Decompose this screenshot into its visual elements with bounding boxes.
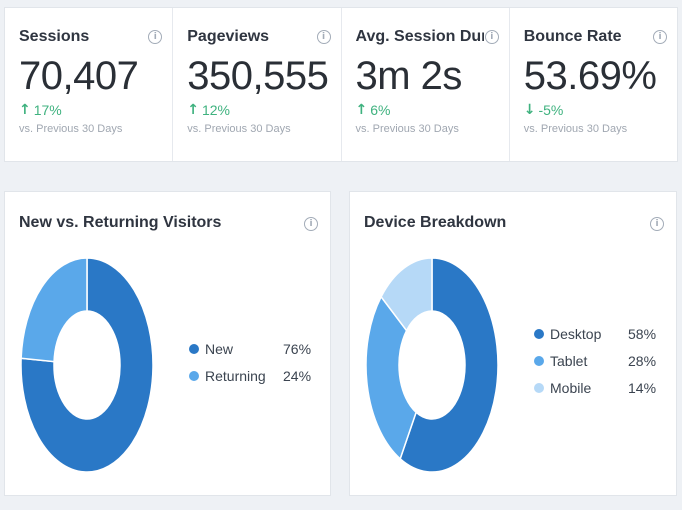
stat-change: ↑ 6%: [356, 102, 509, 118]
legend-percent: 58%: [628, 325, 657, 342]
stats-row: Sessions i 70,407 ↑ 17% vs. Previous 30 …: [4, 7, 678, 162]
donut-slice-desktop[interactable]: [399, 257, 499, 473]
stat-change-value: 6%: [370, 102, 391, 118]
devices-card: Device Breakdown i Desktop 58% Tablet 28…: [349, 191, 677, 496]
devices-legend: Desktop 58% Tablet 28% Mobile 14%: [534, 320, 657, 401]
legend-dot: [534, 382, 544, 393]
donut-slice-new[interactable]: [20, 257, 154, 473]
stat-change: ↑ 12%: [187, 102, 340, 118]
donut-slice-mobile[interactable]: [380, 257, 433, 332]
stat-change: ↑ 17%: [19, 102, 172, 118]
stat-avg-session-duration: Avg. Session Durat… i 3m 2s ↑ 6% vs. Pre…: [342, 8, 510, 161]
stat-compare: vs. Previous 30 Days: [523, 123, 628, 135]
stat-bounce-rate: Bounce Rate i 53.69% ↓ -5% vs. Previous …: [510, 8, 677, 161]
legend-percent: 76%: [283, 340, 312, 357]
info-icon[interactable]: i: [653, 30, 667, 44]
legend-percent: 28%: [628, 352, 657, 369]
visitors-card: New vs. Returning Visitors i New 76% Ret…: [4, 191, 331, 496]
legend-item: Tablet 28%: [534, 347, 657, 374]
card-title: New vs. Returning Visitors: [19, 214, 222, 231]
arrow-up-icon: ↑: [187, 102, 199, 118]
info-icon[interactable]: i: [484, 30, 499, 44]
arrow-down-icon: ↓: [523, 102, 536, 118]
stat-pageviews: Pageviews i 350,555 ↑ 12% vs. Previous 3…: [173, 8, 342, 161]
stat-compare: vs. Previous 30 Days: [187, 123, 291, 135]
info-icon[interactable]: i: [148, 30, 163, 44]
legend-item: New 76%: [189, 335, 312, 362]
legend-dot: [534, 328, 544, 339]
legend-item: Mobile 14%: [534, 374, 657, 401]
donut-slice-returning[interactable]: [20, 257, 88, 363]
arrow-up-icon: ↑: [355, 102, 368, 118]
stat-change: ↓ -5%: [524, 102, 677, 118]
stat-value: 3m 2s: [355, 54, 463, 98]
stat-value: 70,407: [19, 54, 139, 98]
legend-dot: [189, 343, 199, 354]
stat-change-value: -5%: [538, 102, 564, 118]
stat-value: 53.69%: [523, 54, 657, 98]
stat-label: Pageviews: [187, 28, 270, 45]
legend-label: Mobile: [550, 379, 592, 396]
stat-label: Avg. Session Durat…: [355, 28, 484, 45]
devices-donut: [365, 257, 499, 473]
stat-label: Sessions: [19, 28, 90, 45]
stat-change-value: 12%: [201, 102, 231, 118]
visitors-donut: [20, 257, 154, 473]
stat-value: 350,555: [187, 54, 329, 98]
legend-label: New: [205, 340, 234, 357]
stat-change-value: 17%: [33, 102, 62, 118]
legend-item: Desktop 58%: [534, 320, 657, 347]
legend-percent: 14%: [628, 379, 657, 396]
legend-dot: [534, 355, 544, 366]
legend-percent: 24%: [283, 367, 312, 384]
visitors-legend: New 76% Returning 24%: [189, 335, 312, 389]
card-title: Device Breakdown: [364, 214, 507, 231]
donut-slice-tablet[interactable]: [365, 295, 417, 461]
legend-item: Returning 24%: [189, 362, 312, 389]
info-icon[interactable]: i: [304, 217, 318, 231]
legend-label: Tablet: [550, 352, 588, 369]
stat-compare: vs. Previous 30 Days: [19, 123, 123, 135]
info-icon[interactable]: i: [316, 30, 331, 44]
stat-label: Bounce Rate: [523, 28, 622, 45]
info-icon[interactable]: i: [650, 217, 664, 231]
legend-dot: [189, 370, 199, 381]
legend-label: Returning: [205, 367, 266, 384]
stat-compare: vs. Previous 30 Days: [355, 123, 459, 135]
arrow-up-icon: ↑: [19, 102, 31, 118]
legend-label: Desktop: [550, 325, 602, 342]
stat-sessions: Sessions i 70,407 ↑ 17% vs. Previous 30 …: [5, 8, 174, 161]
